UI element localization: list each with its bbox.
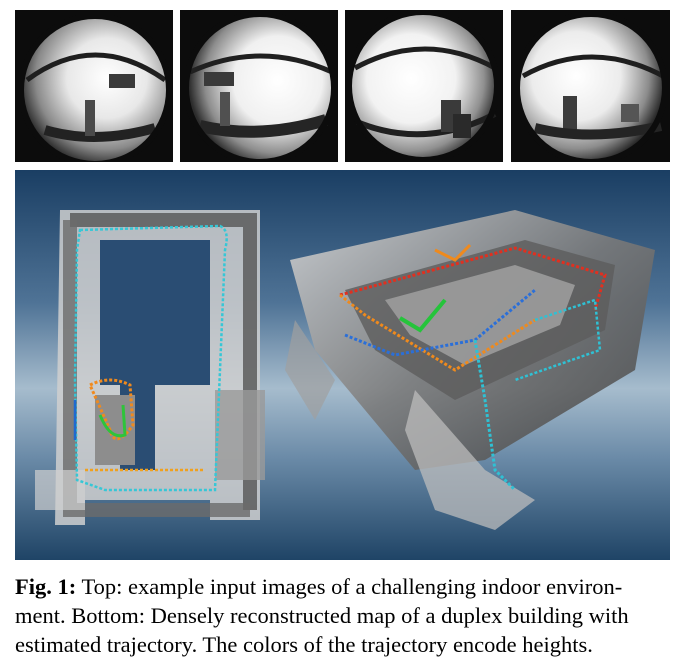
input-images-row [15, 10, 670, 162]
caption-line-1: Fig. 1: Top: example input images of a c… [15, 572, 675, 601]
top-down-map [35, 210, 265, 525]
figure-label: Fig. 1: [15, 574, 77, 599]
perspective-map [285, 210, 655, 530]
fisheye-image-4 [511, 10, 670, 162]
reconstructed-map-image [15, 170, 670, 560]
caption-text-1: Top: example input images of a challengi… [81, 574, 623, 599]
fisheye-image-2 [180, 10, 338, 162]
fisheye-image-1 [15, 10, 173, 162]
figure-caption: Fig. 1: Top: example input images of a c… [15, 572, 675, 659]
caption-line-2: ment. Bottom: Densely reconstructed map … [15, 603, 629, 628]
fisheye-image-3 [345, 10, 503, 162]
caption-line-3: estimated trajectory. The colors of the … [15, 632, 593, 657]
